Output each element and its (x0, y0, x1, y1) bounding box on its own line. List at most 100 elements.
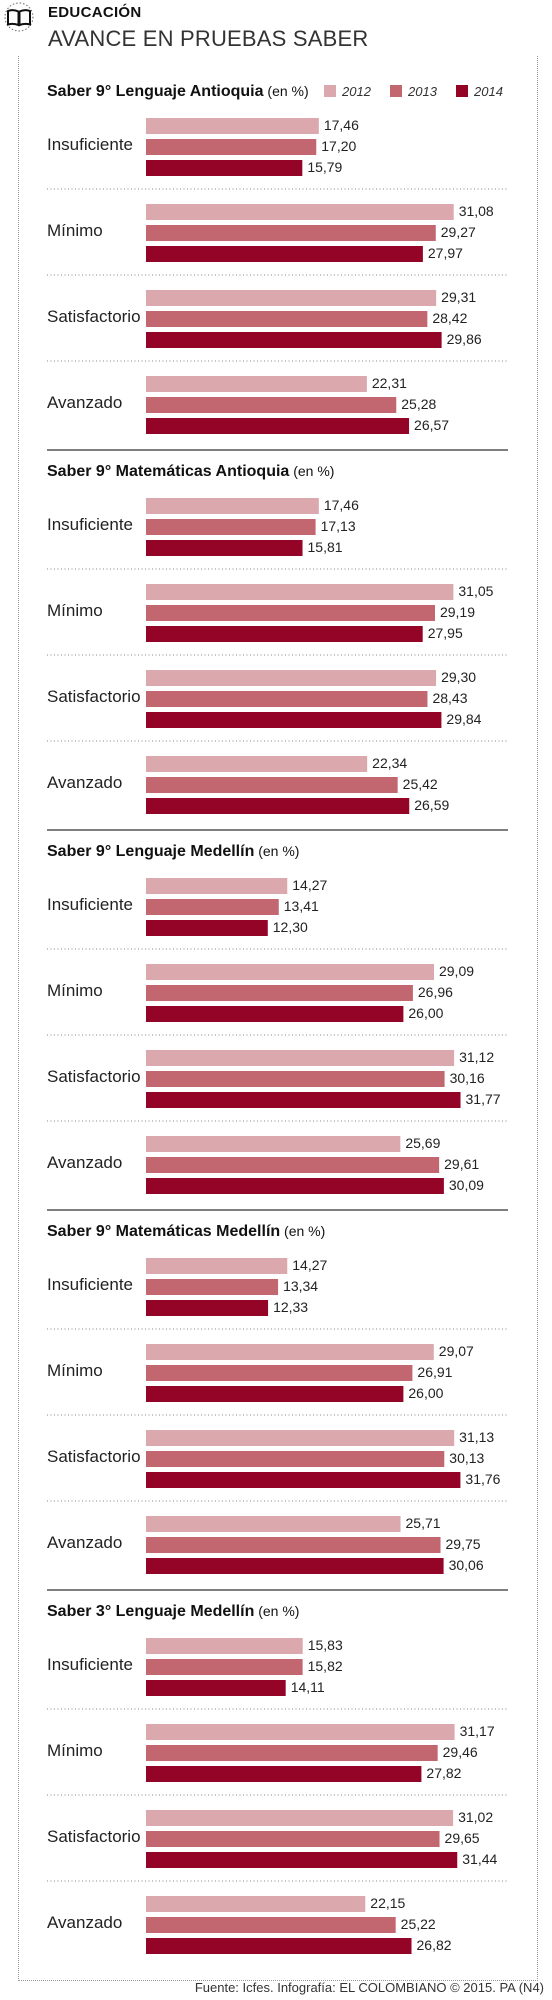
value-label: 25,22 (401, 1916, 436, 1932)
bar-2012 (146, 878, 288, 894)
chart-title: Saber 9° Lenguaje Antioquia (en %) (47, 83, 309, 100)
value-label: 31,08 (459, 203, 494, 219)
category-label: Satisfactorio (47, 1447, 141, 1466)
bar-2012 (146, 1724, 455, 1740)
bar-2012 (146, 1430, 455, 1446)
bar-2014 (146, 1766, 422, 1782)
bar-2012 (146, 1810, 454, 1826)
legend-label-2012: 2012 (341, 84, 372, 99)
value-label: 26,00 (408, 1385, 443, 1401)
category-label: Satisfactorio (47, 307, 141, 326)
value-label: 28,42 (432, 310, 467, 326)
bar-2013 (146, 985, 413, 1001)
value-label: 22,31 (372, 375, 407, 391)
bar-2012 (146, 1344, 434, 1360)
chart-title: Saber 9° Matemáticas Antioquia (en %) (47, 463, 334, 480)
chart-title-text: Saber 9° Lenguaje Antioquia (47, 83, 264, 100)
category-label: Insuficiente (47, 1275, 133, 1294)
value-label: 29,86 (447, 331, 482, 347)
value-label: 29,61 (444, 1156, 479, 1172)
bar-2014 (146, 332, 442, 348)
bar-2012 (146, 1258, 288, 1274)
value-label: 25,71 (406, 1515, 441, 1531)
bar-2012 (146, 1516, 401, 1532)
bar-2012 (146, 204, 454, 220)
bar-2012 (146, 376, 367, 392)
bar-2014 (146, 1092, 461, 1108)
chart-title-text: Saber 9° Lenguaje Medellín (47, 843, 254, 860)
value-label: 14,27 (292, 1257, 327, 1273)
chart-title: Saber 9° Matemáticas Medellín (en %) (47, 1223, 325, 1240)
bar-2014 (146, 418, 410, 434)
value-label: 15,82 (308, 1658, 343, 1674)
bar-2014 (146, 712, 442, 728)
legend-swatch-2014 (456, 85, 468, 97)
value-label: 29,84 (446, 711, 481, 727)
bar-2013 (146, 1071, 445, 1087)
value-label: 13,41 (284, 898, 319, 914)
bar-2014 (146, 160, 303, 176)
chart-title: Saber 3° Lenguaje Medellín (en %) (47, 1603, 299, 1620)
chart-title-text: Saber 9° Matemáticas Antioquia (47, 463, 289, 480)
bar-2014 (146, 1300, 269, 1316)
bar-2013 (146, 139, 317, 155)
category-label: Insuficiente (47, 1655, 133, 1674)
bar-2013 (146, 1537, 441, 1553)
chart-unit: (en %) (254, 1603, 299, 1619)
category-label: Mínimo (47, 981, 103, 1000)
value-label: 31,77 (466, 1091, 501, 1107)
value-label: 31,02 (458, 1809, 493, 1825)
bar-2014 (146, 540, 303, 556)
bar-2014 (146, 1006, 404, 1022)
value-label: 22,34 (372, 755, 407, 771)
bar-2013 (146, 1365, 413, 1381)
value-label: 12,33 (273, 1299, 308, 1315)
value-label: 25,69 (405, 1135, 440, 1151)
legend-label-2014: 2014 (473, 84, 503, 99)
value-label: 29,46 (443, 1744, 478, 1760)
value-label: 29,31 (441, 289, 476, 305)
value-label: 30,16 (450, 1070, 485, 1086)
category-label: Avanzado (47, 773, 122, 792)
bar-2013 (146, 899, 279, 915)
legend-label-2013: 2013 (407, 84, 438, 99)
source-note: Fuente: Icfes. Infografía: EL COLOMBIANO… (194, 1980, 544, 1995)
bar-2013 (146, 1451, 445, 1467)
bar-2014 (146, 1852, 458, 1868)
category-label: Avanzado (47, 1153, 122, 1172)
value-label: 26,57 (414, 417, 449, 433)
value-label: 29,09 (439, 963, 474, 979)
value-label: 29,19 (440, 604, 475, 620)
value-label: 27,82 (426, 1765, 461, 1781)
value-label: 30,06 (449, 1557, 484, 1573)
bar-2013 (146, 605, 435, 621)
bar-2014 (146, 1178, 444, 1194)
chart-title-text: Saber 3° Lenguaje Medellín (47, 1603, 254, 1620)
chart-frame (18, 56, 538, 1981)
category-label: Mínimo (47, 601, 103, 620)
value-label: 15,81 (308, 539, 343, 555)
value-label: 28,43 (432, 690, 467, 706)
value-label: 30,09 (449, 1177, 484, 1193)
chart-unit: (en %) (280, 1223, 325, 1239)
category-label: Mínimo (47, 1361, 103, 1380)
category-label: Avanzado (47, 1533, 122, 1552)
category-label: Avanzado (47, 1913, 122, 1932)
bar-2014 (146, 1558, 444, 1574)
bar-2012 (146, 1136, 401, 1152)
bar-2013 (146, 225, 436, 241)
category-label: Mínimo (47, 1741, 103, 1760)
value-label: 25,42 (403, 776, 438, 792)
bar-2012 (146, 670, 437, 686)
value-label: 29,07 (439, 1343, 474, 1359)
chart-unit: (en %) (264, 83, 309, 99)
value-label: 17,46 (324, 497, 359, 513)
legend-swatch-2013 (390, 85, 402, 97)
bar-2013 (146, 1157, 440, 1173)
bar-2013 (146, 777, 398, 793)
value-label: 25,28 (401, 396, 436, 412)
bar-2013 (146, 1831, 440, 1847)
category-label: Insuficiente (47, 895, 133, 914)
category-label: Satisfactorio (47, 687, 141, 706)
bar-2014 (146, 1472, 461, 1488)
